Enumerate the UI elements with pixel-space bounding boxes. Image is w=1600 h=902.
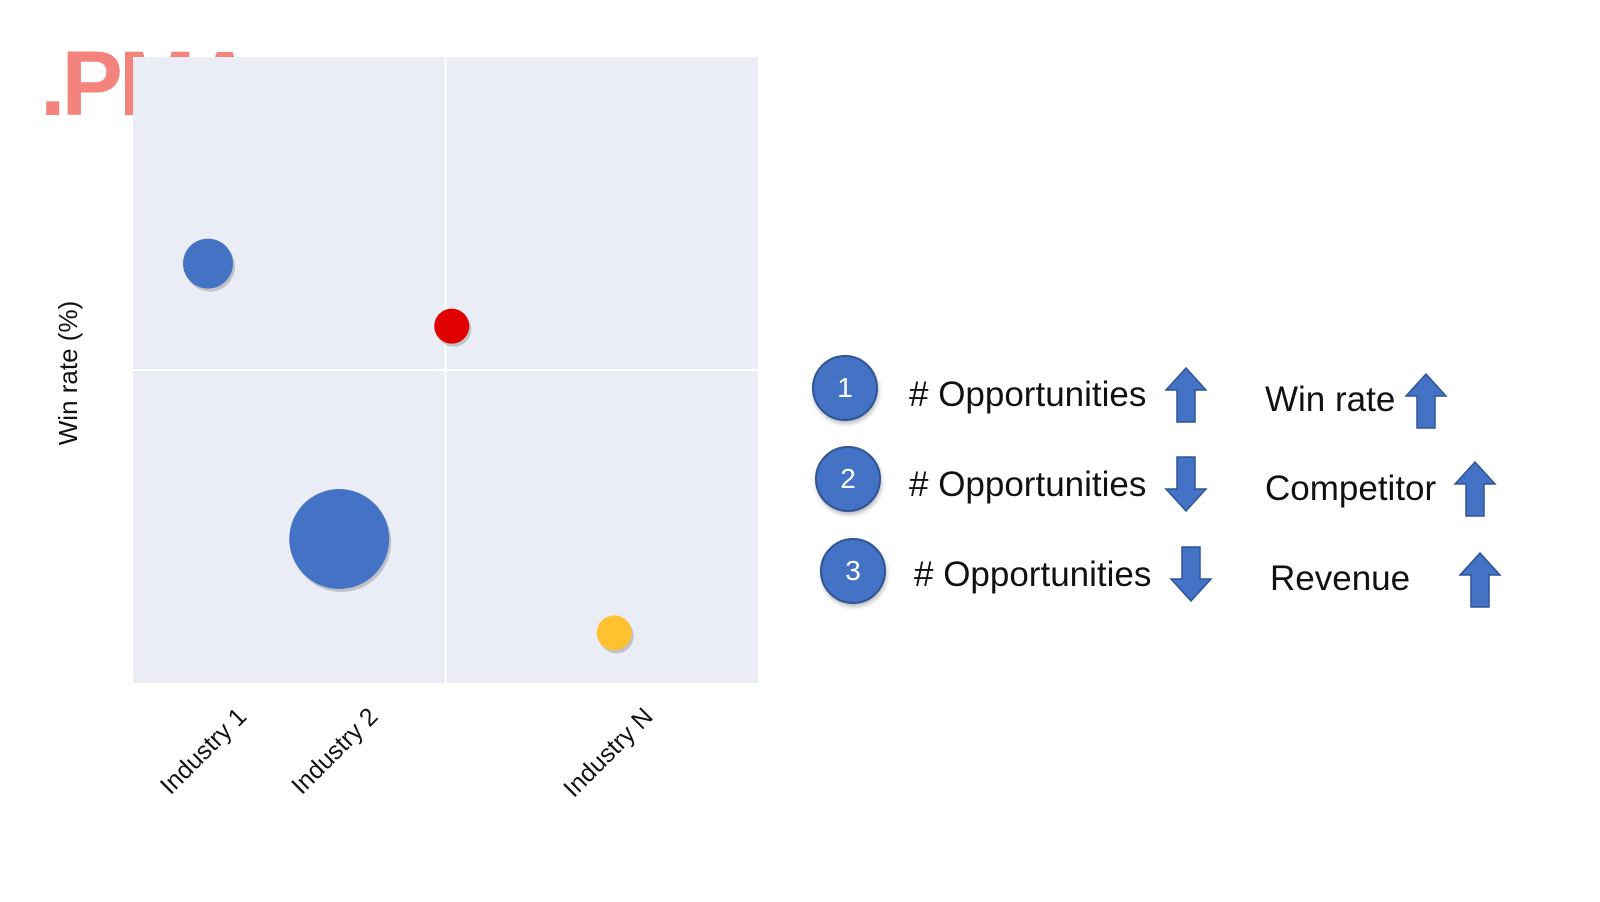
- y-axis-label: Win rate (%): [53, 301, 83, 445]
- bubble-point-3: [434, 308, 470, 344]
- metric-label: # Opportunities: [909, 465, 1147, 504]
- x-tick-label: Industry 2: [286, 702, 383, 799]
- arrow-up-icon: [1404, 372, 1448, 429]
- bubble-chart: Win rate (%) Industry 1 Industry 2 Industr…: [53, 57, 758, 803]
- bubble-series: [183, 238, 634, 654]
- factor-label: Revenue: [1270, 559, 1411, 598]
- legend-row-1: 1 # Opportunities Win rate: [812, 355, 1572, 429]
- factor-label: Competitor: [1265, 469, 1437, 508]
- x-tick-label: Industry 1: [155, 702, 252, 799]
- factor-label: Win rate: [1265, 380, 1396, 419]
- x-tick-labels: Industry 1 Industry 2 Industry N: [155, 702, 659, 802]
- number-circle: 3: [820, 538, 886, 604]
- arrow-up-icon: [1458, 551, 1502, 608]
- arrow-down-icon: [1169, 546, 1213, 603]
- number-circle: 2: [815, 446, 881, 512]
- bubble-point-4: [596, 615, 632, 651]
- x-tick-label: Industry N: [558, 702, 658, 802]
- bubble-point-2: [289, 489, 390, 590]
- number-circle: 1: [812, 355, 878, 421]
- legend-row-2: 2 # Opportunities Competitor: [815, 446, 1575, 517]
- metric-label: # Opportunities: [914, 555, 1152, 594]
- legend-row-3: 3 # Opportunities Revenue: [820, 538, 1580, 608]
- arrow-down-icon: [1164, 456, 1208, 513]
- arrow-up-icon: [1453, 460, 1497, 517]
- bubble-point-1: [183, 238, 233, 289]
- metric-label: # Opportunities: [909, 375, 1147, 414]
- arrow-up-icon: [1164, 366, 1208, 423]
